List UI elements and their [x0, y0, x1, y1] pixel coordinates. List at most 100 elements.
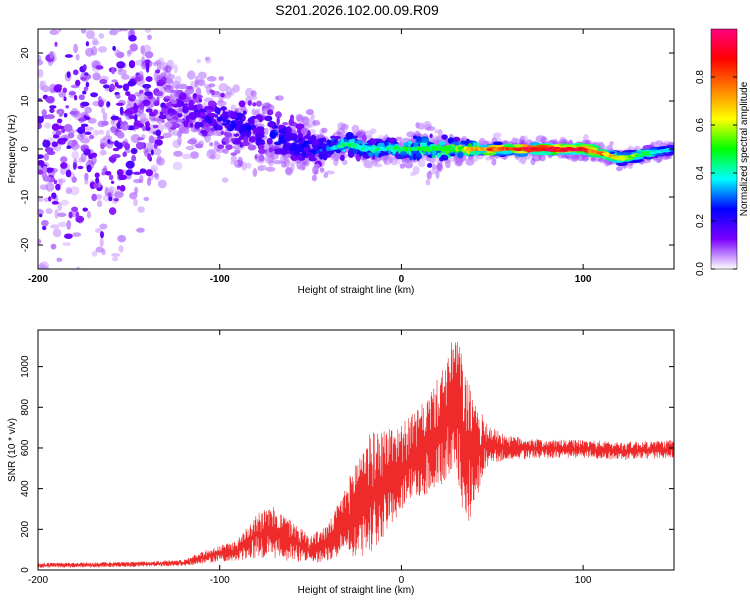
spectrogram-blob — [171, 99, 178, 105]
colorbar-ticks: 0.0 0.2 0.4 0.6 0.8 — [695, 70, 737, 276]
spectrogram-blob — [58, 91, 66, 98]
spectrogram-blob — [56, 125, 65, 130]
spectrogram-blob — [266, 115, 270, 120]
spectrogram-blob — [38, 169, 44, 175]
spectrogram-blob — [113, 198, 119, 202]
spectrogram-blob — [437, 162, 443, 173]
spectrogram-blob — [101, 120, 109, 126]
spectrogram-blob — [38, 160, 45, 166]
spectrogram-blob — [176, 100, 183, 108]
spectrogram-blob — [81, 124, 85, 132]
spectrogram-blob — [207, 100, 217, 108]
spectrogram-blob — [613, 160, 623, 164]
spectrogram-blob — [53, 286, 58, 291]
spectrogram-blob — [74, 95, 78, 101]
spectrogram-blob — [42, 175, 51, 182]
spectrogram-blob — [146, 64, 150, 73]
spectrogram-blob — [117, 62, 122, 66]
spectrogram-blob — [151, 148, 162, 156]
spectrogram-blob — [60, 162, 68, 169]
spectrogram-blob — [280, 154, 286, 164]
spectrogram-blob — [45, 98, 53, 102]
spectrogram-blob — [84, 172, 89, 181]
spectrogram-blob — [71, 139, 78, 146]
spectrogram-blob — [429, 133, 433, 138]
spectrogram-blob — [217, 144, 225, 149]
spectrogram-blob — [82, 207, 88, 212]
spectrogram-blob — [225, 144, 233, 151]
spectrogram-blob — [84, 106, 92, 114]
spectrogram-blob — [65, 187, 72, 195]
spectrogram-blob — [89, 134, 95, 140]
spectrogram-blob — [144, 59, 151, 64]
snr-y-ticks: 0 200 400 600 800 1000 — [20, 355, 674, 573]
spectrogram-blob — [206, 76, 217, 82]
spectrogram-blob — [141, 125, 146, 132]
spectrogram-blob — [208, 83, 216, 88]
spectrogram-blob — [139, 168, 147, 174]
spectrogram-blob — [340, 123, 349, 131]
spectrogram-blob — [252, 168, 258, 177]
spectrogram-blob — [91, 193, 97, 202]
spectrogram-blob — [100, 143, 105, 150]
spectrogram-blob — [129, 43, 138, 52]
spectrogram-blob — [64, 54, 73, 58]
spectrogram-blob — [78, 94, 85, 100]
spectrogram-blob — [426, 171, 432, 180]
spectrogram-blob — [196, 94, 203, 99]
spectrogram-blob — [49, 51, 54, 60]
spectrogram-blob — [194, 143, 204, 149]
spectrogram-blob — [469, 151, 481, 156]
spectrogram-blob — [155, 91, 164, 97]
spectrogram-blob — [42, 139, 51, 148]
snr-x-label: Height of straight line (km) — [298, 585, 415, 596]
spectrogram-blob — [173, 150, 183, 157]
spectrogram-blob — [185, 145, 195, 151]
spectrogram-blob — [154, 139, 163, 146]
colorbar: 0.0 0.2 0.4 0.6 0.8 Normalized spectral ampl… — [695, 28, 750, 276]
spectrogram-blob — [54, 209, 59, 219]
spectrogram-blob — [77, 117, 87, 122]
spectrogram-blob — [641, 158, 651, 164]
spectrogram-blob — [241, 161, 247, 171]
spectrogram-blob — [431, 149, 437, 156]
spectrogram-blob — [57, 178, 67, 184]
spectrogram-blob — [172, 123, 181, 129]
spectrogram-blob — [51, 192, 57, 199]
spectrogram-blob — [222, 115, 228, 120]
spectrogram-blob — [93, 129, 100, 136]
spectrogram-blob — [457, 150, 464, 158]
spectrogram-blob — [427, 163, 433, 168]
spectrogram-blob — [177, 113, 183, 118]
spectrogram-blob — [157, 179, 167, 189]
spectrogram-blob — [295, 123, 305, 130]
spectrogram-blob — [64, 233, 73, 239]
spectrogram-blob — [142, 44, 152, 53]
spectrogram-blob — [102, 0, 106, 5]
spectrogram-blob — [51, 201, 59, 205]
spectrogram-blob — [145, 76, 153, 82]
spectrogram-blob — [57, 202, 63, 211]
spectrogram-blob — [95, 65, 104, 70]
spectrogram-blob — [311, 174, 317, 182]
spectrogram-blob — [404, 161, 414, 169]
spectrogram-blob — [209, 154, 216, 160]
spectrogram-blob — [115, 102, 124, 106]
spectrogram-blob — [145, 108, 153, 113]
spectrogram-blob — [143, 196, 150, 202]
spectrogram-blob — [178, 83, 188, 90]
spectrogram-blob — [401, 137, 408, 144]
spectrogram-blob — [145, 121, 150, 128]
spectrogram-blob — [308, 149, 317, 153]
spectrogram-blob — [187, 105, 197, 111]
spectrogram-blob — [485, 156, 492, 161]
spectrogram-blob — [479, 145, 490, 148]
spectrogram-blob — [583, 134, 589, 142]
spectrogram-blob — [128, 60, 136, 69]
spectrogram-blob — [71, 206, 79, 212]
spectrogram-blob — [449, 153, 455, 157]
spectrogram-blob — [144, 91, 153, 96]
spectrogram-blob — [61, 199, 69, 206]
spectrogram-blob — [129, 192, 138, 200]
spectrogram-blob — [75, 79, 81, 87]
